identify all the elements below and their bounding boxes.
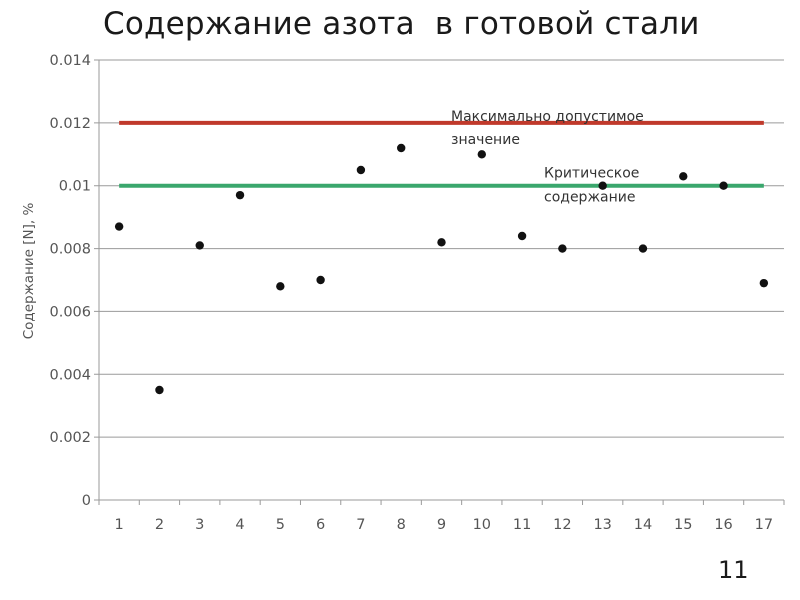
y-tick-labels: 0 0.002 0.004 0.006 0.008 0.01 0.012 0.014 (49, 53, 91, 509)
data-point (517, 231, 527, 241)
reference-line-label: значение (451, 132, 520, 148)
y-tick-label: 0.012 (49, 116, 91, 132)
x-tick-label: 10 (473, 517, 491, 533)
data-point (477, 150, 486, 159)
y-tick-label: 0.014 (49, 53, 91, 69)
axes (94, 60, 785, 505)
data-point (558, 244, 567, 253)
data-points (114, 143, 769, 395)
x-tick-label: 7 (356, 517, 365, 533)
x-tick-label: 5 (276, 517, 285, 533)
reference-lines: Максимально допустимое значение Критическо… (119, 109, 764, 206)
reference-line-label: Максимально допустимое (451, 109, 644, 125)
x-tick-label: 1 (115, 517, 124, 533)
data-point (759, 278, 769, 288)
data-point (316, 275, 325, 285)
x-tick-label: 16 (714, 517, 732, 533)
x-tick-label: 11 (513, 517, 531, 533)
x-tick-label: 3 (195, 517, 204, 533)
data-point (155, 385, 164, 395)
y-tick-label: 0.002 (49, 430, 91, 446)
data-point (397, 143, 406, 153)
y-tick-label: 0.006 (49, 304, 91, 320)
x-tick-label: 6 (316, 517, 325, 533)
x-tick-label: 13 (593, 517, 611, 533)
x-tick-label: 4 (235, 517, 244, 533)
y-tick-label: 0.008 (49, 242, 91, 258)
data-point (114, 222, 124, 231)
x-tick-label: 17 (755, 517, 773, 533)
x-tick-label: 14 (634, 517, 652, 533)
reference-line-label: Критическое (544, 166, 639, 182)
y-tick-label: 0.004 (49, 367, 91, 383)
data-point (276, 282, 285, 291)
data-point (195, 241, 204, 250)
x-tick-label: 12 (553, 517, 571, 533)
data-point (638, 244, 648, 253)
x-tick-label: 2 (155, 517, 164, 533)
data-point (719, 181, 728, 190)
y-tick-label: 0.01 (59, 179, 91, 195)
x-tick-label: 8 (397, 517, 406, 533)
reference-line-label: содержание (544, 190, 636, 206)
y-axis-title: Содержание [N], % (21, 203, 37, 340)
x-tick-labels: 1 2 3 4 5 6 7 8 9 10 11 12 13 14 15 16 17 (115, 517, 774, 533)
data-point (356, 165, 366, 175)
data-point (235, 190, 245, 200)
page-number: 11 (718, 556, 749, 584)
x-tick-label: 15 (674, 517, 692, 533)
data-point (679, 172, 688, 181)
data-point (598, 181, 607, 190)
data-point (437, 238, 446, 247)
x-tick-label: 9 (437, 517, 446, 533)
page-title: Содержание азота в готовой стали (103, 6, 700, 42)
y-tick-label: 0 (82, 493, 91, 509)
